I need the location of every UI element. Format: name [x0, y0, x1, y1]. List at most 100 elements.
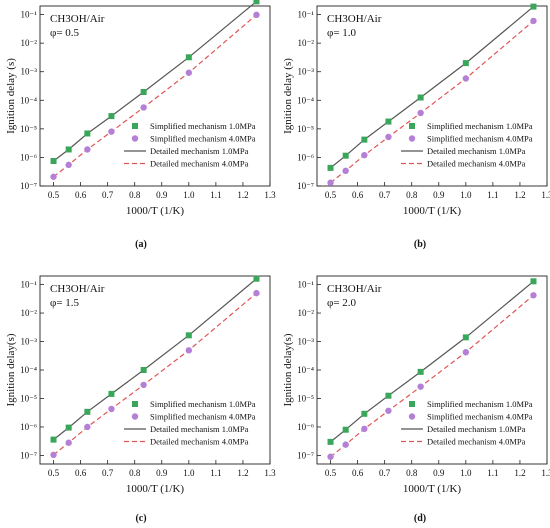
x-tick-label: 1.3	[264, 468, 276, 478]
y-axis-label: Ignition delay (s)	[282, 58, 294, 134]
y-tick-label: 10⁻⁷	[297, 450, 314, 460]
legend-swatch-circle	[408, 135, 416, 142]
y-tick-label: 10⁻²	[298, 308, 315, 318]
x-axis-label: 1000/T (1/K)	[126, 483, 184, 495]
x-tick-label: 0.8	[129, 190, 141, 200]
simplified-4mpa-point	[50, 451, 57, 459]
y-tick-label: 10⁻⁴	[20, 95, 37, 105]
legend-swatch-square	[132, 401, 138, 407]
simplified-1mpa-point	[108, 390, 115, 397]
x-tick-label: 1.0	[460, 468, 472, 478]
legend-label: Simplified mechanism 4.0MPa	[427, 412, 533, 422]
y-tick-label: 10⁻³	[21, 67, 38, 77]
y-tick-label: 10⁻³	[21, 337, 38, 347]
simplified-1mpa-point	[140, 367, 147, 373]
panel-caption: (c)	[135, 513, 146, 524]
legend-swatch-square	[409, 123, 415, 129]
simplified-4mpa-point	[327, 179, 334, 186]
y-tick-label: 10⁻⁵	[297, 124, 314, 134]
legend-label: Detailed mechanism 4.0MPa	[150, 159, 249, 169]
simplified-1mpa-point	[253, 0, 260, 5]
simplified-1mpa-point	[462, 60, 469, 67]
legend-label: Simplified mechanism 1.0MPa	[427, 121, 533, 131]
annotation-line: φ= 2.0	[327, 297, 357, 309]
x-tick-label: 0.6	[75, 190, 87, 200]
simplified-4mpa-point	[84, 423, 91, 431]
x-tick-label: 1.1	[210, 468, 221, 478]
x-tick-label: 0.7	[379, 468, 391, 478]
y-tick-label: 10⁻⁶	[297, 152, 314, 162]
simplified-4mpa-point	[417, 109, 424, 117]
x-tick-label: 0.7	[102, 190, 114, 200]
x-tick-label: 0.5	[48, 468, 60, 478]
y-axis-label: Ignition delay (s)	[5, 58, 17, 134]
chart-panel-c: 0.5 0.6 0.7 0.8 0.9 1.0 1.1 1.2 1.3 10⁻⁷ 10⁻⁶ 10⁻⁵ 1…	[5, 275, 276, 524]
legend-label: Simplified mechanism 1.0MPa	[150, 399, 256, 409]
legend-label: Simplified mechanism 4.0MPa	[427, 134, 533, 144]
simplified-1mpa-point	[530, 3, 537, 10]
simplified-4mpa-point	[385, 133, 392, 141]
annotation-line: φ= 1.0	[327, 27, 357, 39]
x-tick-label: 0.8	[406, 468, 418, 478]
x-tick-label: 1.0	[183, 190, 195, 200]
chart-panel-a: 0.5 0.6 0.7 0.8 0.9 1.0 1.1 1.2 1.3 10⁻⁷ 10⁻⁶ 10⁻⁵ 1…	[5, 0, 276, 250]
x-tick-label: 0.6	[352, 190, 364, 200]
x-tick-label: 1.1	[487, 468, 498, 478]
panel-caption: (b)	[414, 239, 426, 250]
simplified-1mpa-point	[50, 157, 57, 164]
x-tick-label: 0.9	[433, 468, 445, 478]
annotation-line: CH3OH/Air	[50, 13, 105, 25]
chart-panel-d: 0.5 0.6 0.7 0.8 0.9 1.0 1.1 1.2 1.3 10⁻⁷ 10⁻⁶ 10⁻⁵ 1…	[282, 275, 550, 524]
y-tick-label: 10⁻⁷	[20, 450, 37, 460]
x-tick-label: 0.6	[75, 468, 87, 478]
simplified-1mpa-point	[327, 438, 334, 445]
simplified-4mpa-point	[385, 407, 392, 414]
simplified-1mpa-point	[50, 436, 57, 443]
simplified-1mpa-point	[327, 164, 334, 171]
y-tick-label: 10⁻⁵	[297, 393, 314, 403]
simplified-4mpa-point	[361, 425, 368, 433]
simplified-4mpa-point	[342, 441, 349, 448]
simplified-4mpa-point	[342, 167, 349, 175]
x-tick-label: 0.9	[156, 468, 168, 478]
x-tick-label: 1.0	[460, 190, 472, 200]
legend-label: Detailed mechanism 1.0MPa	[150, 146, 249, 156]
simplified-1mpa-point	[185, 332, 192, 339]
simplified-1mpa-point	[385, 118, 392, 125]
simplified-1mpa-point	[462, 334, 469, 341]
x-tick-label: 1.3	[541, 190, 550, 200]
chart-panel-b: 0.5 0.6 0.7 0.8 0.9 1.0 1.1 1.2 1.3 10⁻⁷ 10⁻⁶ 10⁻⁵ 1…	[282, 3, 550, 250]
annotation-line: φ= 1.5	[50, 297, 80, 309]
x-tick-label: 1.1	[210, 190, 221, 200]
simplified-1mpa-point	[417, 94, 424, 101]
plot-frame	[39, 5, 271, 187]
y-tick-label: 10⁻⁵	[20, 124, 37, 134]
x-tick-label: 0.9	[433, 190, 445, 200]
detailed-1mpa-line	[330, 6, 534, 169]
simplified-1mpa-point	[417, 368, 424, 375]
annotation-line: CH3OH/Air	[327, 13, 382, 25]
y-axis-label: Ignition delay(s)	[282, 333, 294, 406]
simplified-1mpa-point	[84, 130, 91, 137]
simplified-4mpa-point	[253, 289, 260, 297]
panel-caption: (a)	[135, 239, 147, 250]
x-tick-label: 0.8	[406, 190, 418, 200]
simplified-4mpa-point	[462, 75, 470, 82]
simplified-4mpa-point	[84, 146, 91, 153]
x-tick-label: 1.2	[514, 190, 525, 200]
y-tick-label: 10⁻⁴	[20, 365, 37, 375]
x-tick-label: 1.2	[514, 468, 525, 478]
x-tick-label: 0.8	[129, 468, 141, 478]
simplified-4mpa-point	[65, 439, 72, 446]
simplified-4mpa-point	[417, 383, 424, 390]
x-axis-label: 1000/T (1/K)	[126, 205, 184, 217]
legend-label: Detailed mechanism 4.0MPa	[427, 159, 526, 169]
x-tick-label: 1.2	[237, 190, 248, 200]
legend-swatch-circle	[408, 413, 416, 420]
annotation-line: CH3OH/Air	[50, 283, 105, 295]
y-tick-label: 10⁻⁴	[297, 95, 314, 105]
x-tick-label: 0.5	[325, 190, 337, 200]
legend-label: Detailed mechanism 4.0MPa	[427, 437, 526, 447]
annotation-line: CH3OH/Air	[327, 283, 382, 295]
